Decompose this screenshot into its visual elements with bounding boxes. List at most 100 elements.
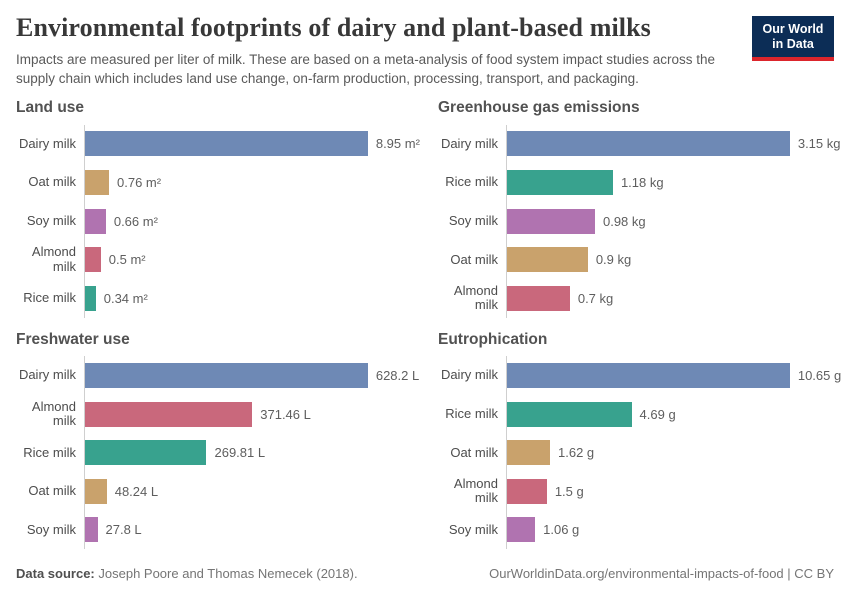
bar-row: Rice milk 269.81 L	[16, 433, 412, 472]
category-label: Rice milk	[445, 174, 498, 190]
chart-title-greenhouse-gas-emissions: Greenhouse gas emissions	[438, 99, 640, 117]
page-title: Environmental footprints of dairy and pl…	[16, 13, 651, 42]
chart-title-freshwater-use: Freshwater use	[16, 330, 130, 348]
bar-almond-milk	[507, 285, 570, 311]
bar-rice-milk	[507, 401, 632, 427]
value-label: 371.46 L	[260, 406, 311, 422]
bar-row: Dairy milk 3.15 kg	[438, 124, 841, 164]
chart-rows: Dairy milk 3.15 kg Rice milk 1.18 kg Soy mil…	[438, 124, 841, 318]
category-label: Almond milk	[31, 398, 76, 429]
owid-logo-line2: in Data	[772, 37, 814, 51]
category-label: Oat milk	[450, 444, 498, 460]
bar-row: Soy milk 1.06 g	[438, 510, 834, 550]
chart-rows: Dairy milk 8.95 m² Oat milk 0.76 m² Soy milk…	[16, 124, 420, 318]
value-label: 3.15 kg	[797, 136, 841, 152]
category-label: Soy milk	[26, 521, 76, 537]
value-label: 0.7 kg	[577, 290, 614, 306]
value-label: 1.18 kg	[620, 175, 664, 190]
category-label: Almond milk	[31, 244, 76, 274]
owid-logo: Our World in Data	[752, 16, 834, 61]
header: Environmental footprints of dairy and pl…	[16, 13, 834, 89]
value-label: 0.5 m²	[108, 252, 146, 268]
bar-row: Oat milk 0.9 kg	[438, 240, 834, 279]
bar-almond-milk	[507, 478, 547, 504]
category-label: Almond milk	[453, 282, 498, 313]
bar-row: Rice milk 0.34 m²	[16, 278, 412, 318]
footer: Data source: Joseph Poore and Thomas Nem…	[16, 566, 834, 581]
data-source: Data source: Joseph Poore and Thomas Nem…	[16, 566, 358, 581]
bar-dairy-milk	[85, 131, 368, 157]
chart-rows: Dairy milk 10.65 g Rice milk 4.69 g Oat milk…	[438, 356, 841, 550]
bar-row: Oat milk 0.76 m²	[16, 163, 412, 202]
bar-dairy-milk	[507, 362, 790, 388]
bar-area: 0.9 kg	[506, 240, 834, 279]
bar-row: Oat milk 48.24 L	[16, 471, 412, 511]
category-label: Dairy milk	[440, 135, 498, 151]
bar-oat-milk	[85, 478, 107, 504]
value-label: 10.65 g	[797, 367, 842, 383]
bar-area: 8.95 m²	[84, 124, 420, 164]
bar-soy-milk	[85, 517, 98, 543]
chart-title-eutrophication: Eutrophication	[438, 330, 548, 348]
bar-soy-milk	[85, 208, 106, 234]
bar-area: 48.24 L	[84, 471, 412, 511]
bar-oat-milk	[507, 247, 588, 273]
bar-soy-milk	[507, 517, 536, 543]
bar-area: 269.81 L	[84, 433, 412, 472]
data-source-label: Data source:	[16, 566, 95, 582]
category-label: Dairy milk	[18, 135, 76, 151]
chart-greenhouse-gas-emissions: Greenhouse gas emissions Dairy milk 3.15 …	[438, 99, 841, 318]
bar-row: Rice milk 1.18 kg	[438, 163, 834, 202]
bar-area: 10.65 g	[506, 356, 841, 395]
bar-almond-milk	[85, 401, 253, 427]
bar-area: 0.7 kg	[506, 278, 834, 318]
bar-area: 0.76 m²	[84, 163, 412, 202]
page-subtitle: Impacts are measured per liter of milk. …	[16, 51, 716, 87]
data-source-text: Joseph Poore and Thomas Nemecek (2018).	[98, 566, 358, 582]
value-label: 0.9 kg	[595, 252, 632, 268]
bar-dairy-milk	[85, 362, 368, 388]
bar-row: Almond milk 1.5 g	[438, 471, 834, 511]
bar-rice-milk	[85, 440, 207, 466]
bar-row: Almond milk 371.46 L	[16, 394, 412, 434]
bar-area: 628.2 L	[84, 356, 419, 395]
value-label: 269.81 L	[214, 445, 266, 461]
category-label: Almond milk	[453, 475, 498, 506]
value-label: 0.66 m²	[113, 213, 158, 229]
bar-row: Almond milk 0.7 kg	[438, 278, 834, 318]
bar-row: Dairy milk 628.2 L	[16, 356, 419, 395]
category-label: Rice milk	[23, 444, 76, 460]
bar-area: 1.18 kg	[506, 163, 834, 202]
bar-dairy-milk	[507, 131, 790, 157]
bar-area: 0.34 m²	[84, 278, 412, 318]
value-label: 628.2 L	[375, 367, 420, 383]
category-label: Dairy milk	[440, 367, 498, 383]
bar-almond-milk	[85, 247, 101, 273]
header-text: Environmental footprints of dairy and pl…	[16, 13, 752, 89]
bar-rice-milk	[85, 285, 96, 311]
chart-freshwater-use: Freshwater use Dairy milk 628.2 L Almond m…	[16, 330, 419, 550]
category-label: Soy milk	[448, 521, 498, 537]
category-label: Dairy milk	[18, 367, 76, 383]
chart-title-land-use: Land use	[16, 99, 85, 117]
bar-area: 27.8 L	[84, 510, 412, 550]
bar-area: 3.15 kg	[506, 124, 841, 164]
chart-eutrophication: Eutrophication Dairy milk 10.65 g Rice mil…	[438, 330, 841, 550]
category-label: Rice milk	[445, 405, 498, 421]
category-label: Rice milk	[23, 290, 76, 306]
value-label: 0.34 m²	[103, 290, 148, 306]
category-label: Soy milk	[26, 212, 76, 228]
value-label: 1.06 g	[543, 522, 580, 538]
bar-area: 0.98 kg	[506, 201, 834, 241]
value-label: 1.62 g	[558, 445, 595, 461]
bar-row: Almond milk 0.5 m²	[16, 240, 412, 279]
bar-area: 1.06 g	[506, 510, 834, 550]
bar-area: 1.5 g	[506, 471, 834, 511]
bar-row: Soy milk 27.8 L	[16, 510, 412, 550]
bar-area: 1.62 g	[506, 433, 834, 472]
bar-oat-milk	[85, 170, 110, 195]
value-label: 48.24 L	[114, 483, 159, 499]
category-label: Oat milk	[28, 483, 76, 499]
source-url: OurWorldinData.org/environmental-impacts…	[489, 566, 834, 582]
